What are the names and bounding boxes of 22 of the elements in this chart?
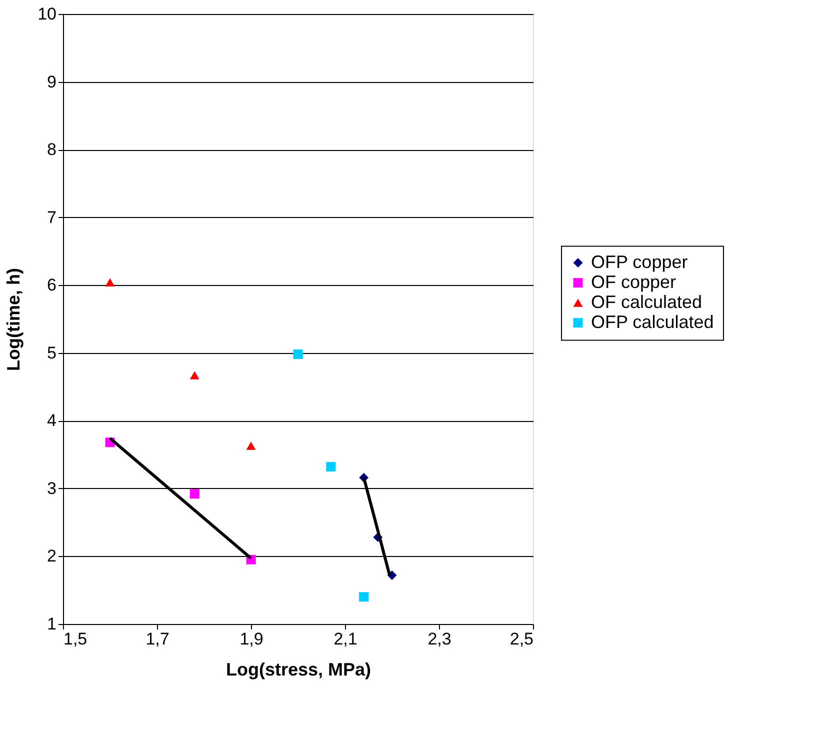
y-tick-label: 2 [47,546,56,566]
y-tick-label: 7 [47,208,56,227]
x-tick-label: 2,5 [510,630,534,648]
y-tick-label: 1 [47,614,56,634]
y-tick-label: 4 [47,411,56,430]
y-axis-title: Log(time, h) [4,268,24,371]
x-axis-title: Log(stress, MPa) [226,660,372,680]
y-tick-label: 10 [38,4,56,24]
y-tick-label: 5 [47,343,56,362]
x-tick-label: 1,5 [64,630,88,648]
legend-label: OF calculated [591,292,702,312]
x-tick-label: 1,7 [146,630,170,648]
legend-label: OFP copper [591,252,688,272]
x-tick-label: 2,1 [334,630,358,648]
legend-label: OFP calculated [591,312,714,332]
y-tick-label: 6 [47,276,56,295]
y-tick-label: 8 [47,140,56,160]
y-tick-label: 3 [47,478,56,498]
x-tick-label: 2,3 [428,630,452,648]
legend-label: OF copper [591,272,676,292]
x-tick-label: 1,9 [240,630,264,648]
y-tick-label: 9 [47,72,56,92]
